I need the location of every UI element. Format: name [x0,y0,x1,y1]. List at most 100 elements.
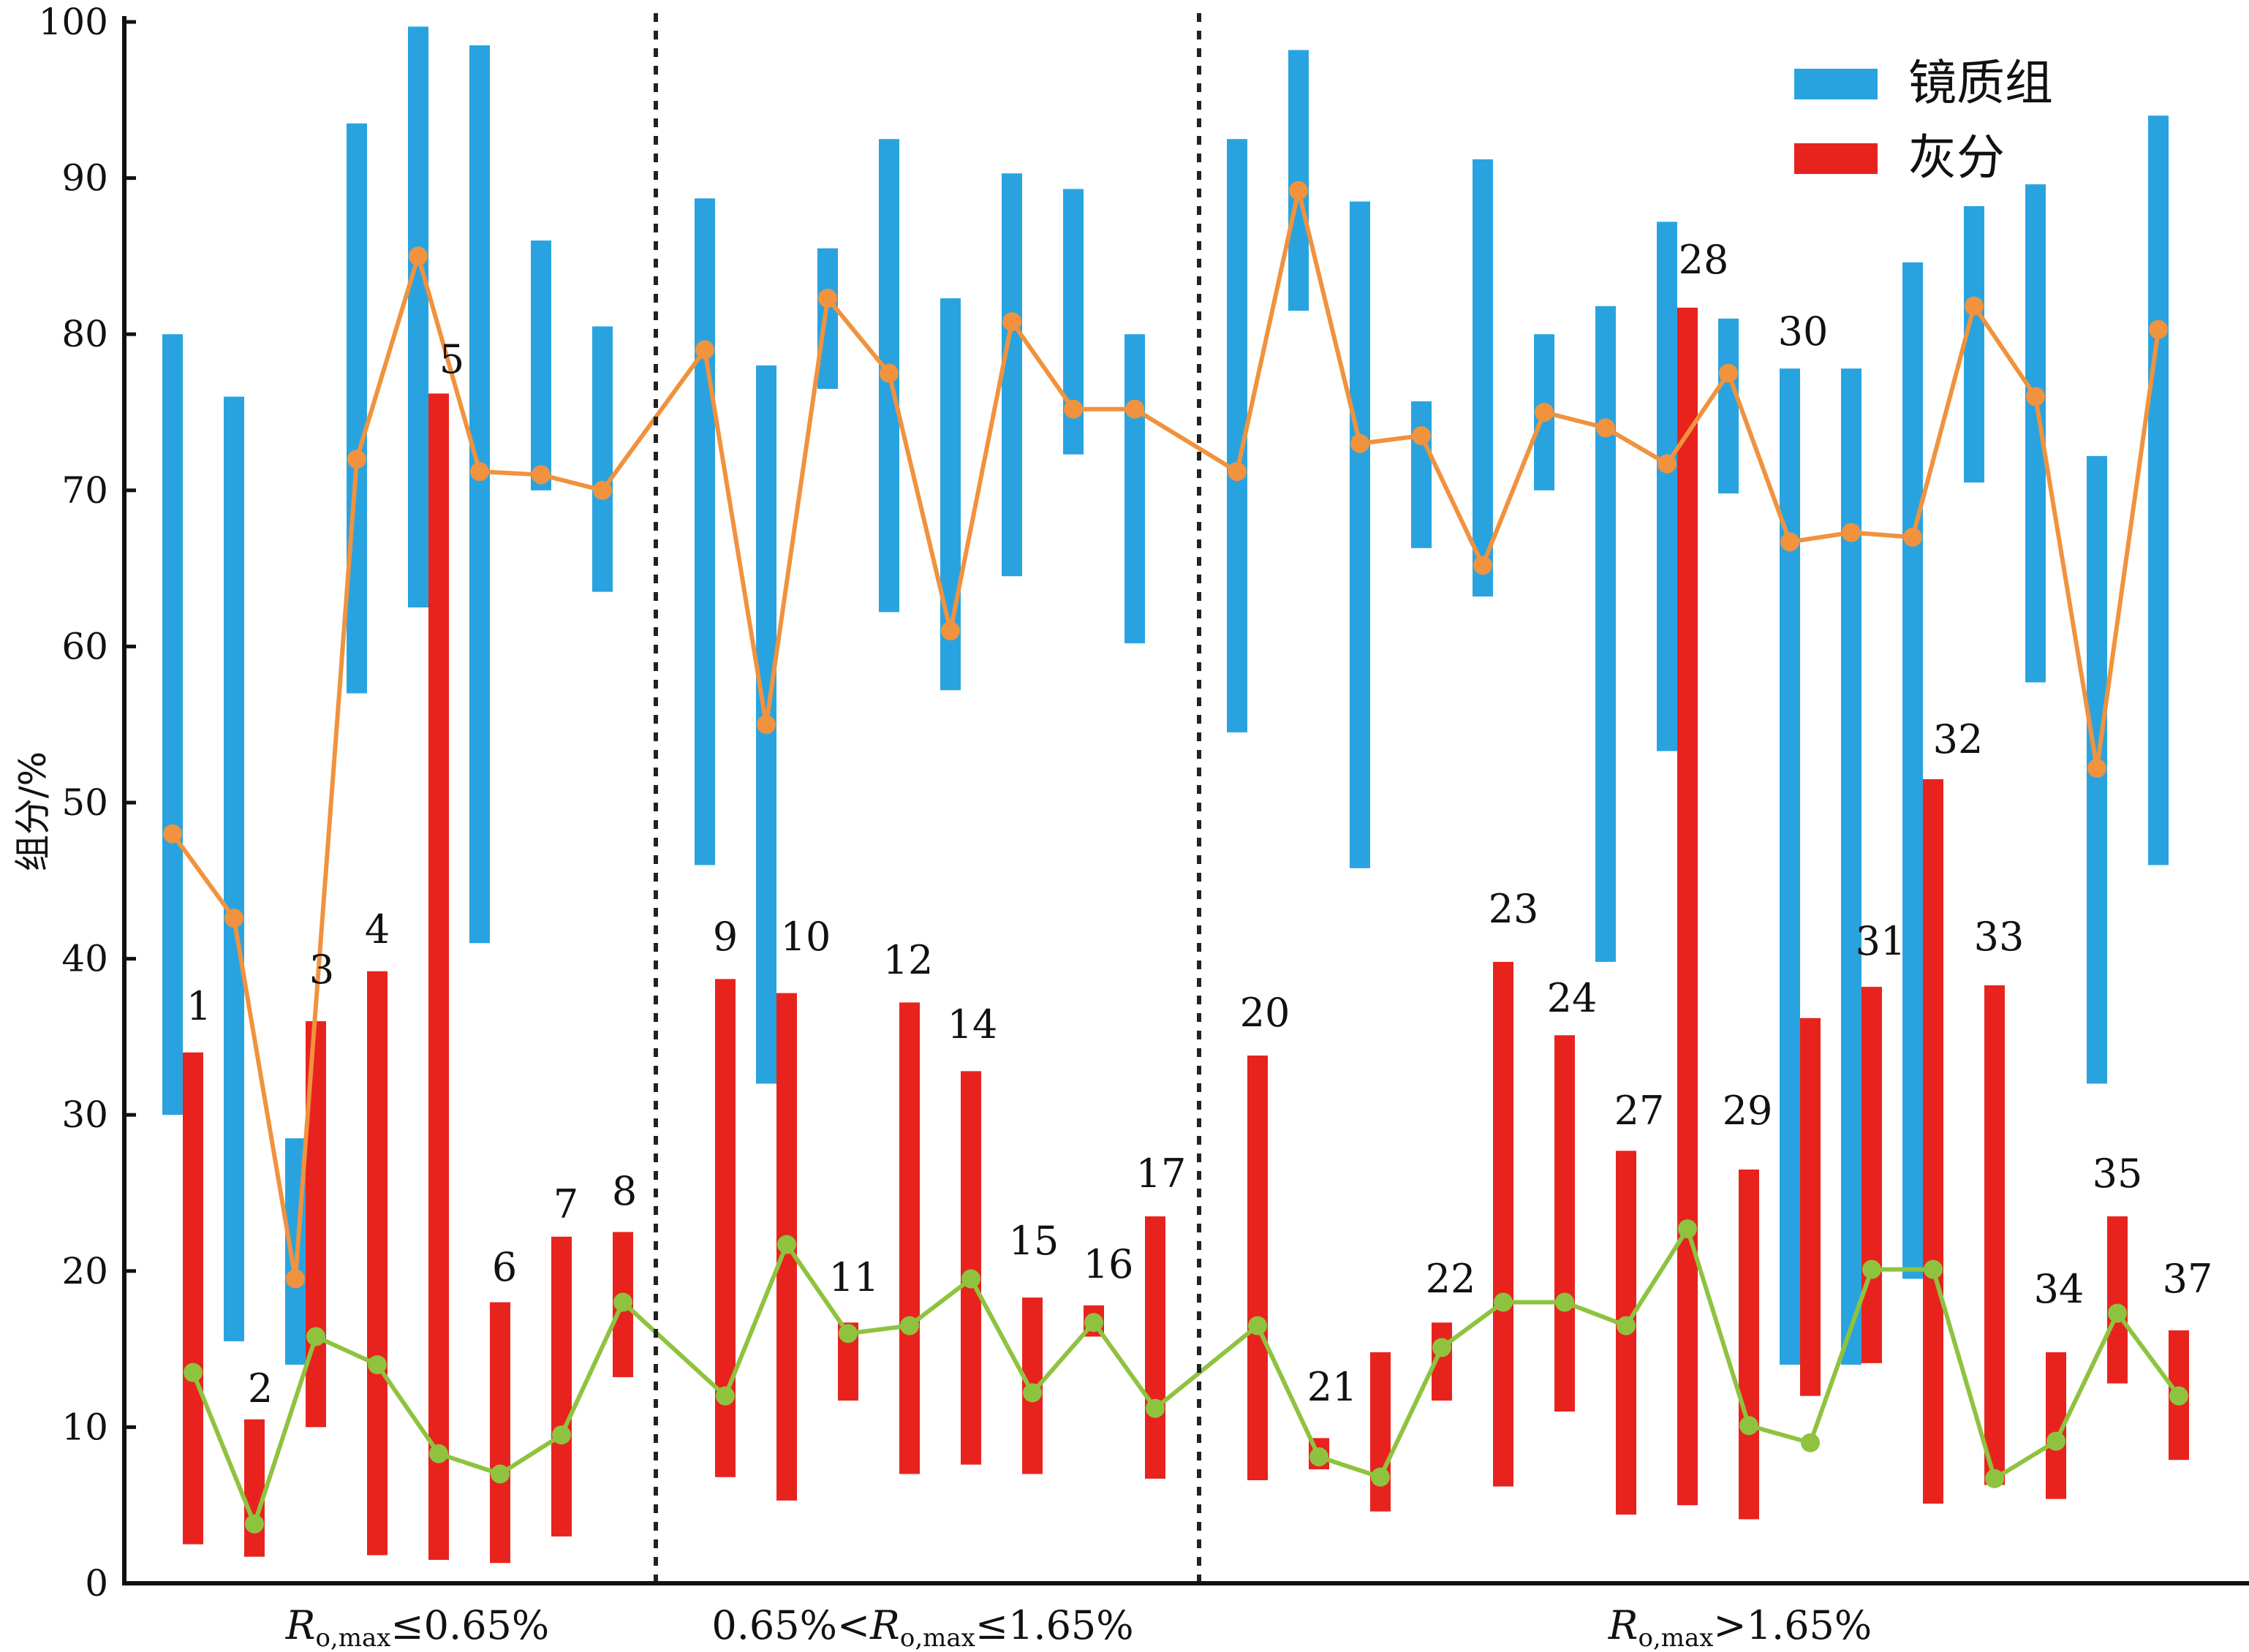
vitrinite-range-bar-18 [1288,50,1309,311]
y-tick-label: 20 [61,1250,108,1292]
mean-point-32 [2169,1386,2188,1406]
y-tick-label: 70 [61,469,108,512]
labels: Ro,max≤0.65% 0.65%<Ro,max≤1.65% Ro,max>1.6… [186,237,2213,1652]
y-tick-label: 90 [61,157,108,200]
ash-range-bar-16 [1145,1216,1165,1479]
mean-point-10 [777,1235,796,1254]
mean-point-10 [757,715,776,735]
sample-label-35: 35 [2093,1151,2143,1197]
vitrinite-range-bar-6 [469,45,490,944]
mean-point-8 [593,480,612,500]
sample-label-14: 14 [948,1001,998,1047]
sample-label-2: 2 [248,1365,273,1412]
mean-point-31 [2108,1303,2127,1323]
sample-label-6: 6 [492,1244,517,1290]
sample-label-28: 28 [1679,237,1729,283]
ash-range-bar-31 [2107,1216,2128,1384]
mean-point-9 [716,1386,735,1406]
ash-range-bar-13 [961,1071,981,1465]
sample-label-12: 12 [883,937,934,983]
y-tick-label: 60 [61,625,108,667]
sample-label-32: 32 [1933,716,1984,762]
y-tick-label: 50 [61,781,108,824]
mean-point-23 [1596,418,1615,438]
sample-label-30: 30 [1778,308,1829,355]
mean-point-17 [1228,462,1247,482]
y-tick-label: 80 [61,313,108,355]
mean-polyline [191,1227,2181,1526]
vitrinite-range-bar-14 [1002,173,1022,577]
mean-point-4 [368,1354,387,1374]
vitrinite-range-bar-11 [817,248,838,389]
mean-point-9 [695,340,714,360]
mean-point-21 [1494,1292,1513,1312]
mean-point-5 [409,246,428,266]
mean-point-22 [1555,1292,1574,1312]
sample-label-8: 8 [612,1168,637,1214]
mean-point-32 [2149,319,2168,339]
ash-range-bar-27 [1861,987,1882,1363]
mean-point-31 [2087,759,2106,778]
sample-label-20: 20 [1240,990,1290,1036]
y-tick-label: 100 [39,1,108,43]
vitrinite-range-bar-16 [1124,334,1145,644]
mean-point-14 [1002,312,1021,332]
mean-point-22 [1535,403,1554,422]
mean-point-27 [1862,1259,1881,1279]
mean-point-28 [1903,527,1922,547]
mean-point-18 [1309,1447,1328,1466]
ash-mean-line [184,1219,2188,1534]
y-tick-label: 40 [61,938,108,980]
sample-label-29: 29 [1723,1088,1773,1134]
sample-label-15: 15 [1009,1218,1059,1264]
vitrinite-range-bar-19 [1350,201,1370,868]
vitrinite-range-bar-24 [1657,221,1677,751]
mean-point-30 [2026,387,2045,406]
group-label-2: 0.65%<Ro,max≤1.65% [711,1602,1133,1652]
ash-range-bar-6 [490,1302,510,1564]
legend-swatch-1 [1794,69,1878,99]
mean-point-6 [470,462,489,482]
legend-label-1: 镜质组 [1908,55,2053,111]
ash-range-bar-5 [428,393,449,1560]
mean-point-14 [1023,1383,1042,1403]
mean-point-2 [224,909,243,928]
ash-range-bar-17 [1247,1056,1268,1481]
vitrinite-range-bar-5 [408,26,428,607]
mean-point-7 [552,1425,571,1445]
ash-range-bar-1 [183,1052,203,1545]
sample-label-7: 7 [553,1181,578,1227]
y-tick-label: 10 [61,1406,108,1448]
mean-point-25 [1739,1416,1758,1436]
vitrinite-range-bar-20 [1411,401,1432,548]
sample-label-5: 5 [439,336,464,382]
ash-range-bar-28 [1923,778,1943,1504]
vitrinite-range-bar-21 [1473,159,1493,597]
y-axis-label: 组分/% [12,751,54,871]
ash-range-bar-4 [367,971,388,1556]
axes: 0 10 20 30 40 50 60 70 80 90 100 组分/% [12,1,2249,1604]
sample-label-4: 4 [365,906,390,952]
sample-label-17: 17 [1136,1151,1187,1197]
ash-range-bar-29 [1984,985,2005,1485]
ash-range-bar-21 [1493,961,1513,1487]
plot-area [162,26,2189,1564]
group-label-3: Ro,max>1.65% [1608,1602,1872,1652]
mean-point-20 [1432,1338,1451,1357]
mean-point-29 [1985,1469,2004,1488]
mean-point-3 [306,1327,325,1346]
sample-label-33: 33 [1974,914,2025,960]
mean-point-11 [839,1324,858,1344]
sample-label-37: 37 [2163,1256,2213,1302]
vitrinite-range-bar-25 [1718,318,1739,494]
ash-range-bar-25 [1739,1169,1759,1520]
mean-point-1 [184,1363,203,1382]
sample-label-9: 9 [713,914,738,960]
ash-range-bar-24 [1677,307,1698,1506]
mean-point-11 [818,289,837,308]
ash-range-bar-22 [1554,1035,1575,1412]
mean-point-30 [2046,1431,2065,1451]
mean-point-12 [900,1316,919,1335]
